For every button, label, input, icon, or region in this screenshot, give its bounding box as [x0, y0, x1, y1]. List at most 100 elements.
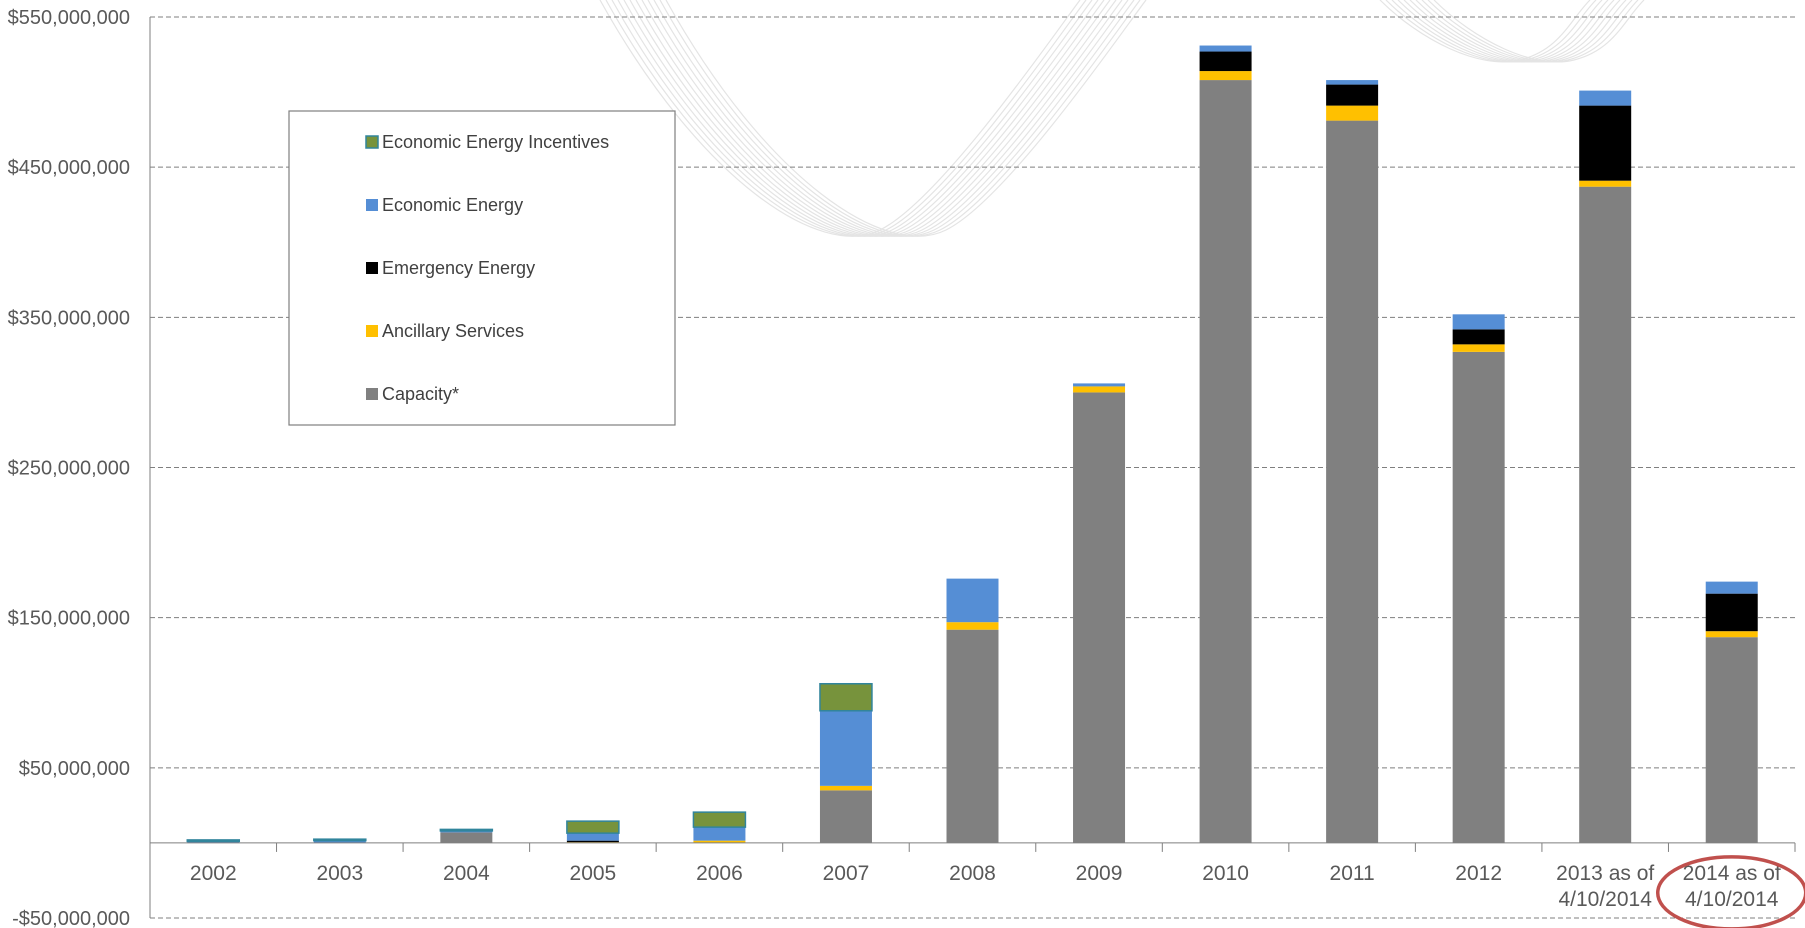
- wave-line: [617, 0, 1099, 237]
- y-tick-label: $350,000,000: [8, 307, 130, 329]
- x-category-label: 2003: [316, 862, 363, 885]
- bar-segment-emergency-energy: [566, 840, 619, 843]
- highlight-ellipse: [1656, 855, 1805, 928]
- wave-line: [611, 0, 1093, 237]
- x-axis: 2002 2003 2004 2005 2006 2007 2008 2009 2010 2011…: [149, 842, 1796, 911]
- bar-segment-emergency-energy: [1705, 593, 1758, 632]
- bar-segment-ancillary-services: [1705, 631, 1758, 638]
- bar-segment-economic-energy: [819, 710, 872, 786]
- bar-segment-economic-energy-incentives: [186, 839, 241, 843]
- bar-segment-ancillary-services: [946, 622, 999, 630]
- wave-line: [1403, 0, 1615, 63]
- bar-segment-economic-energy: [1452, 314, 1505, 330]
- bar-segment-ancillary-services: [1326, 105, 1379, 121]
- legend-swatch: [366, 199, 378, 211]
- bar-segment-emergency-energy: [1199, 51, 1252, 72]
- y-tick-label: $50,000,000: [19, 758, 130, 780]
- background-wave-decoration: [599, 0, 1645, 237]
- wave-line: [1415, 0, 1627, 63]
- bar-segment-economic-energy: [1326, 80, 1379, 85]
- bar-segment-economic-energy: [1579, 90, 1632, 106]
- legend-swatch: [366, 388, 378, 400]
- x-category-label: 2009: [1076, 862, 1123, 885]
- wave-line: [1433, 0, 1645, 63]
- bar-segment-economic-energy: [440, 830, 493, 833]
- legend-box: [288, 110, 676, 426]
- legend-label: Emergency Energy: [382, 258, 535, 278]
- x-category-label: 2004: [443, 862, 490, 885]
- legend-label: Ancillary Services: [382, 321, 524, 341]
- legend-label: Economic Energy Incentives: [382, 132, 609, 152]
- x-category-label: 2005: [570, 862, 617, 885]
- bar-segment-economic-energy: [1705, 581, 1758, 594]
- wave-line: [623, 0, 1105, 237]
- bar-segment-capacity: [1326, 120, 1379, 843]
- bars: [186, 45, 1758, 843]
- wave-line: [599, 0, 1081, 237]
- y-tick-label: $250,000,000: [8, 458, 130, 480]
- bar-segment-ancillary-services: [819, 785, 872, 791]
- wave-line: [653, 0, 1135, 237]
- x-category-label: 2006: [696, 862, 743, 885]
- x-category-label: 2010: [1202, 862, 1249, 885]
- bar-segment-ancillary-services: [1199, 71, 1252, 81]
- bar-segment-economic-energy: [946, 578, 999, 623]
- wave-line: [605, 0, 1087, 237]
- bar-segment-capacity: [440, 832, 493, 843]
- bar-segment-economic-energy: [313, 840, 366, 843]
- bar-segment-economic-energy: [1199, 45, 1252, 52]
- legend-label: Capacity*: [382, 384, 459, 404]
- wave-line: [1421, 0, 1633, 63]
- legend-swatch: [366, 325, 378, 337]
- x-category-label: 2002: [190, 862, 237, 885]
- bar-segment-ancillary-services: [1073, 386, 1126, 393]
- wave-line: [641, 0, 1123, 237]
- wave-line: [1379, 0, 1591, 63]
- legend-swatch: [366, 262, 378, 274]
- bar-segment-ancillary-services: [693, 840, 746, 843]
- bar-segment-economic-energy-incentives: [313, 838, 367, 842]
- bar-segment-capacity: [1579, 186, 1632, 843]
- wave-line: [659, 0, 1141, 237]
- bar-segment-ancillary-services: [1452, 344, 1505, 352]
- legend: Economic Energy Incentives Economic Energ…: [288, 110, 676, 426]
- bar-segment-economic-energy: [1073, 383, 1126, 387]
- highlight-circle: [1656, 855, 1805, 928]
- bar-segment-emergency-energy: [1579, 105, 1632, 181]
- bar-segment-economic-energy-incentives: [566, 820, 620, 834]
- wave-line: [665, 0, 1147, 237]
- x-category-label: 2014 as of 4/10/2014: [1683, 862, 1781, 911]
- x-category-label: 2013 as of 4/10/2014: [1556, 862, 1654, 911]
- bar-segment-economic-energy-incentives: [819, 682, 873, 712]
- wave-line: [1409, 0, 1621, 63]
- bar-segment-economic-energy-incentives: [439, 828, 494, 832]
- bar-segment-capacity: [1199, 80, 1252, 843]
- wave-line: [635, 0, 1117, 237]
- wave-line: [629, 0, 1111, 237]
- legend-swatch: [365, 135, 379, 149]
- bar-segment-capacity: [1073, 392, 1126, 843]
- y-tick-label: $450,000,000: [8, 157, 130, 179]
- bar-segment-economic-energy: [566, 833, 619, 841]
- y-tick-label: $150,000,000: [8, 608, 130, 630]
- bar-segment-emergency-energy: [1452, 329, 1505, 345]
- bar-segment-economic-energy: [187, 841, 240, 843]
- x-category-label: 2011: [1330, 862, 1375, 885]
- wave-line: [647, 0, 1129, 237]
- y-tick-label: $550,000,000: [8, 7, 130, 29]
- bar-segment-economic-energy: [693, 827, 746, 841]
- y-tick-label: -$50,000,000: [12, 908, 130, 928]
- bar-segment-capacity: [1452, 351, 1505, 843]
- bar-segment-emergency-energy: [1326, 84, 1379, 106]
- bar-segment-capacity: [946, 629, 999, 843]
- bar-segment-economic-energy-incentives: [692, 811, 747, 828]
- x-category-label: 2008: [949, 862, 996, 885]
- bar-segment-capacity: [819, 790, 872, 843]
- x-category-label: 2012: [1455, 862, 1502, 885]
- y-axis: -$50,000,000 $50,000,000 $150,000,000 $250,…: [8, 7, 151, 928]
- legend-label: Economic Energy: [382, 195, 523, 215]
- wave-line: [1427, 0, 1639, 63]
- x-category-label: 2007: [823, 862, 870, 885]
- bar-segment-capacity: [1705, 637, 1758, 843]
